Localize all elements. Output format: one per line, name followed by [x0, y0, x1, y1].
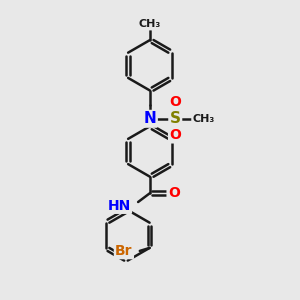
Text: S: S [170, 111, 181, 126]
Text: N: N [144, 111, 156, 126]
Text: O: O [169, 128, 181, 142]
Text: O: O [168, 186, 180, 200]
Text: Br: Br [115, 244, 133, 258]
Text: CH₃: CH₃ [192, 114, 214, 124]
Text: HN: HN [107, 199, 131, 213]
Text: O: O [169, 95, 181, 110]
Text: CH₃: CH₃ [139, 19, 161, 29]
